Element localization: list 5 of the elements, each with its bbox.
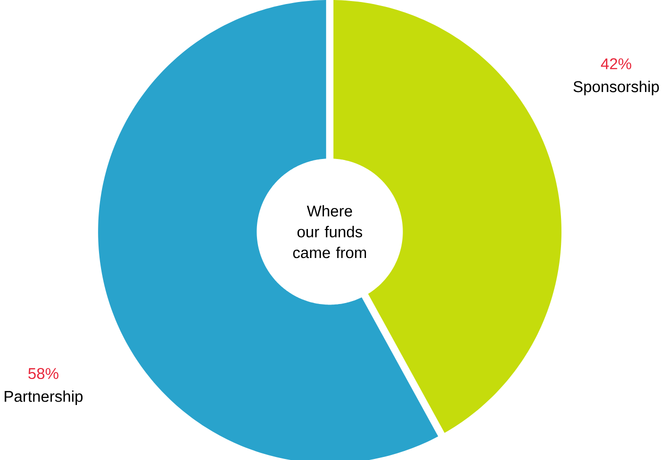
text: Where our funds came from <box>293 205 366 258</box>
data-label: 58% <box>28 368 58 379</box>
slice-label: Partnership <box>4 390 83 405</box>
slice-label: Sponsorship <box>574 80 659 96</box>
data-label: 42% <box>600 58 632 70</box>
